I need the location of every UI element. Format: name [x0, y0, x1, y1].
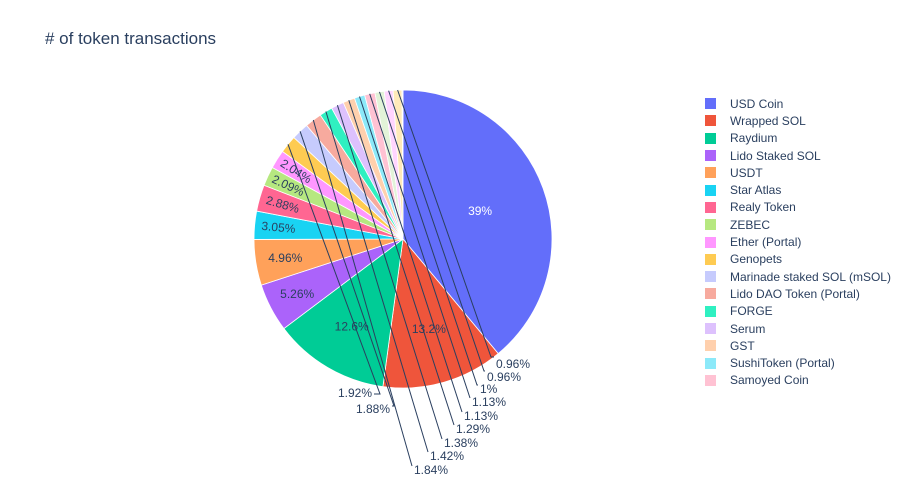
legend-item[interactable]: Serum [705, 320, 891, 337]
legend-swatch [705, 167, 716, 179]
legend-item[interactable]: Samoyed Coin [705, 372, 891, 389]
legend-item[interactable]: Star Atlas [705, 181, 891, 198]
leader-line-9 [287, 144, 381, 395]
leader-line-19 [397, 89, 494, 358]
legend-label: USDT [730, 165, 763, 180]
legend-label: USD Coin [730, 96, 784, 111]
legend-swatch [705, 98, 716, 110]
legend-label: Serum [730, 321, 766, 336]
leader-line-11 [312, 119, 413, 467]
legend-swatch [705, 201, 716, 213]
legend-swatch [705, 271, 716, 283]
legend-label: ZEBEC [730, 217, 771, 232]
leader-line-17 [379, 91, 478, 386]
legend-label: Lido Staked SOL [730, 148, 821, 163]
slice-label-16: 1.13% [472, 395, 506, 409]
legend-label: GST [730, 338, 755, 353]
legend-swatch [705, 374, 716, 386]
legend-label: Lido DAO Token (Portal) [730, 286, 860, 301]
legend-swatch [705, 236, 716, 248]
pie-labels: 39%13.2%12.6%5.26%4.96%3.05%2.88%2.09%2.… [261, 89, 530, 477]
legend-label: Samoyed Coin [730, 373, 809, 388]
pie-slice-0[interactable] [402, 89, 553, 355]
legend-item[interactable]: Ether (Portal) [705, 233, 891, 250]
legend-label: FORGE [730, 304, 773, 319]
slice-label-18: 0.96% [487, 370, 521, 384]
legend-swatch [705, 253, 716, 265]
legend-swatch [705, 115, 716, 127]
leader-line-12 [325, 111, 429, 453]
legend-item[interactable]: Raydium [705, 130, 891, 147]
legend-label: Raydium [730, 131, 778, 146]
slice-label-13: 1.38% [444, 436, 478, 450]
legend-swatch [705, 150, 716, 162]
slice-label-17: 1% [480, 382, 498, 396]
legend-swatch [705, 305, 716, 317]
legend-swatch [705, 219, 716, 231]
leader-line-10 [299, 131, 395, 407]
legend-label: Genopets [730, 252, 783, 267]
slice-label-5: 3.05% [261, 219, 297, 236]
legend-label: Marinade staked SOL (mSOL) [730, 269, 891, 284]
legend-item[interactable]: GST [705, 337, 891, 354]
slice-label-15: 1.13% [464, 409, 498, 423]
slice-label-10: 1.88% [356, 402, 390, 416]
legend-item[interactable]: Realy Token [705, 199, 891, 216]
legend-item[interactable]: Marinade staked SOL (mSOL) [705, 268, 891, 285]
legend-label: Realy Token [730, 200, 796, 215]
slice-label-14: 1.29% [456, 422, 490, 436]
leader-line-16 [369, 93, 471, 399]
slice-label-1: 13.2% [412, 322, 446, 336]
legend-item[interactable]: Lido DAO Token (Portal) [705, 285, 891, 302]
slice-label-11: 1.84% [414, 463, 448, 477]
slice-label-4: 4.96% [268, 251, 302, 265]
legend-item[interactable]: SushiToken (Portal) [705, 354, 891, 371]
legend-swatch [705, 357, 716, 369]
legend-label: Wrapped SOL [730, 113, 806, 128]
legend-item[interactable]: FORGE [705, 303, 891, 320]
legend-swatch [705, 323, 716, 334]
leader-line-14 [348, 100, 455, 426]
legend-item[interactable]: Wrapped SOL [705, 112, 891, 129]
pie-slice-1[interactable] [382, 238, 499, 389]
legend-swatch [705, 132, 716, 144]
legend-item[interactable]: USD Coin [705, 95, 891, 112]
legend-swatch [705, 288, 716, 300]
legend-swatch [705, 340, 716, 352]
legend-label: Ether (Portal) [730, 235, 802, 250]
legend-item[interactable]: Genopets [705, 251, 891, 268]
legend: USD Coin Wrapped SOL Raydium Lido Staked SO… [705, 95, 891, 389]
pie-slice-20[interactable] [401, 89, 404, 240]
leader-line-18 [388, 90, 485, 372]
slice-label-3: 5.26% [280, 287, 314, 301]
slice-label-9: 1.92% [338, 386, 372, 400]
legend-swatch [705, 184, 716, 196]
chart-title: # of token transactions [45, 29, 217, 48]
slice-label-19: 0.96% [496, 357, 530, 371]
slice-label-0: 39% [468, 204, 492, 218]
legend-item[interactable]: Lido Staked SOL [705, 147, 891, 164]
legend-item[interactable]: ZEBEC [705, 216, 891, 233]
leader-line-13 [336, 105, 443, 440]
legend-label: SushiToken (Portal) [730, 356, 835, 371]
slice-label-12: 1.42% [430, 449, 464, 463]
legend-label: Star Atlas [730, 183, 782, 198]
legend-item[interactable]: USDT [705, 164, 891, 181]
leader-line-15 [359, 96, 463, 413]
slice-label-2: 12.6% [335, 319, 369, 333]
pie-slices [253, 89, 553, 389]
